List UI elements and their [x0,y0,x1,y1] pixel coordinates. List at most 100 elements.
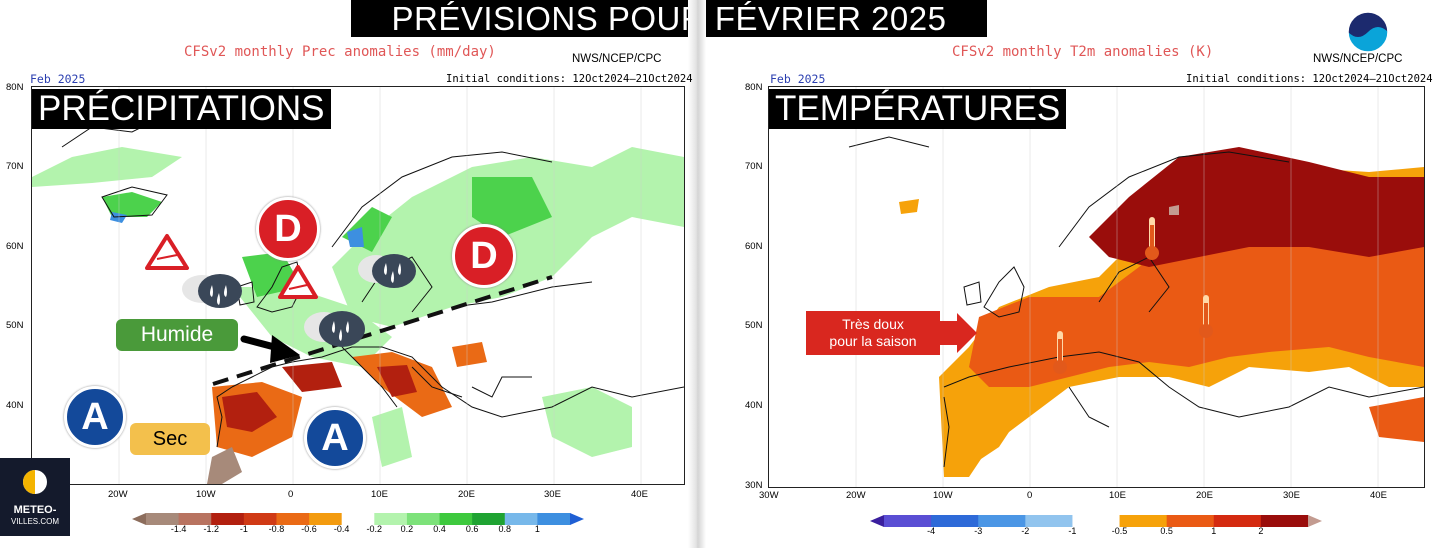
precip-colorbar-segment [243,513,277,525]
precip-colorbar-label: 0.8 [498,524,512,534]
dry-anomaly-strong [222,362,417,432]
precip-colorbar-label: -1 [239,524,248,534]
precip-colorbar-label: 0.6 [465,524,479,534]
lon-label: 10W [933,490,953,501]
precip-colorbar-segment [439,513,473,525]
meteo-villes-logo: METEO- VILLES.COM [0,458,70,536]
temperature-colorbar-segment [978,515,1026,527]
precip-colorbar-label: -0.2 [366,524,383,534]
lat-label: 70N [6,161,24,172]
right-month: Feb 2025 [770,72,826,86]
lon-label: 20E [1196,490,1213,501]
right-map-subtitle: CFSv2 monthly T2m anomalies (K) [952,44,1214,60]
precip-colorbar-label: 0.2 [400,524,414,534]
lat-label: 60N [6,241,24,252]
right-agency: NWS/NCEP/CPC [1313,53,1403,65]
temperature-colorbar-label: -4 [927,526,936,536]
mild-annotation-line2: pour la saison [829,333,917,349]
precip-colorbar-segment [406,513,441,525]
thermometer-icon-3 [1053,331,1067,374]
right-init: Initial conditions: 12Oct2024–21Oct2024 [1186,73,1433,85]
temperature-colorbar-segment [1025,515,1073,527]
lon-label: 10E [371,489,388,500]
rain-cloud-icon-2 [358,254,416,288]
precip-colorbar-label: -0.6 [301,524,317,534]
coastlines-temp [848,136,1424,468]
page-title: PRÉVISIONS POUR FÉVRIER 2025 [351,0,987,37]
temperature-colorbar-min-arrow [870,515,884,527]
thermometer-icon [1145,217,1159,260]
warm-anomaly-strong [1089,147,1424,267]
temperature-colorbar-segment [1072,515,1121,527]
precip-colorbar-segment [178,513,212,525]
left-month: Feb 2025 [30,72,86,86]
temperature-label: TEMPÉRATURES [769,89,1067,129]
high-pressure-marker-2: A [304,407,366,469]
precip-colorbar-segment [374,513,408,525]
lat-label: 60N [745,241,763,252]
noaa-logo-icon [1347,11,1389,53]
temperature-colorbar-label: 0.5 [1160,526,1173,536]
temperature-colorbar-segment [931,515,979,527]
high-pressure-marker: A [64,386,126,448]
temperature-colorbar-segment [1213,515,1262,527]
precip-colorbar-label: -1.4 [170,524,187,534]
iceland-warm [899,199,919,214]
lon-label: 30E [544,489,561,500]
thermometer-icon-2 [1199,295,1213,338]
lon-label: 10W [196,489,216,500]
temperature-map-canvas [848,87,1424,487]
low-pressure-marker: D [256,197,320,261]
temperature-colorbar-segment [1166,515,1215,527]
precip-colorbar-label: -0.4 [333,524,350,534]
lon-label: 20W [846,490,866,501]
wet-blue-patch-norway [347,227,364,247]
left-map-subtitle: CFSv2 monthly Prec anomalies (mm/day) [184,44,496,60]
lon-label: 30W [759,490,779,501]
temperature-colorbar-label: 2 [1258,526,1264,536]
mild-annotation-line1: Très doux [842,316,904,332]
lon-label: 30E [1283,490,1300,501]
temperature-map: TEMPÉRATURES Très doux pour la saison [768,86,1425,488]
lon-label: 0 [1027,490,1033,501]
rain-cloud-icon-3 [304,311,365,347]
temperature-colorbar-label: -2 [1021,526,1030,536]
precip-colorbar-max-arrow [570,513,584,525]
front-dashed-line [212,275,553,386]
lat-label: 30N [745,480,763,491]
extreme-patch [1169,205,1179,215]
precip-colorbar-segment [341,513,375,525]
precip-colorbar-segment [309,513,343,525]
strong-dry-patch [207,447,242,484]
arrow-head-icon [270,335,300,363]
lon-label: 20W [108,489,128,500]
annotation-arrow-icon [939,313,977,353]
logo-text-2: VILLES.COM [10,517,59,526]
lat-label: 80N [745,82,763,93]
temperature-colorbar-label: -3 [974,526,983,536]
dry-label: Sec [130,423,210,455]
precip-colorbar-segment [472,513,506,525]
lat-label: 40N [745,400,763,411]
precip-colorbar-segment [504,513,538,525]
east-warm [1369,397,1424,442]
precip-colorbar [132,513,584,525]
lat-label: 50N [6,320,24,331]
precip-colorbar-label: -1.2 [203,524,219,534]
graticule-temp [855,87,1379,487]
wind-warning-icon-2 [278,265,318,299]
temperature-colorbar-segment [1260,515,1309,527]
lon-label: 0 [288,489,294,500]
logo-text-1: METEO- [13,504,57,516]
wind-warning-icon [145,234,189,270]
precip-colorbar-segment [276,513,310,525]
left-init: Initial conditions: 12Oct2024–21Oct2024 [446,73,693,85]
lat-label: 80N [6,82,24,93]
precip-colorbar-segment [537,513,571,525]
mild-annotation: Très doux pour la saison [806,311,940,355]
lon-label: 10E [1109,490,1126,501]
left-agency: NWS/NCEP/CPC [572,53,662,65]
lat-label: 50N [745,320,763,331]
temperature-colorbar-label: 1 [1211,526,1217,536]
temperature-colorbar-max-arrow [1308,515,1322,527]
